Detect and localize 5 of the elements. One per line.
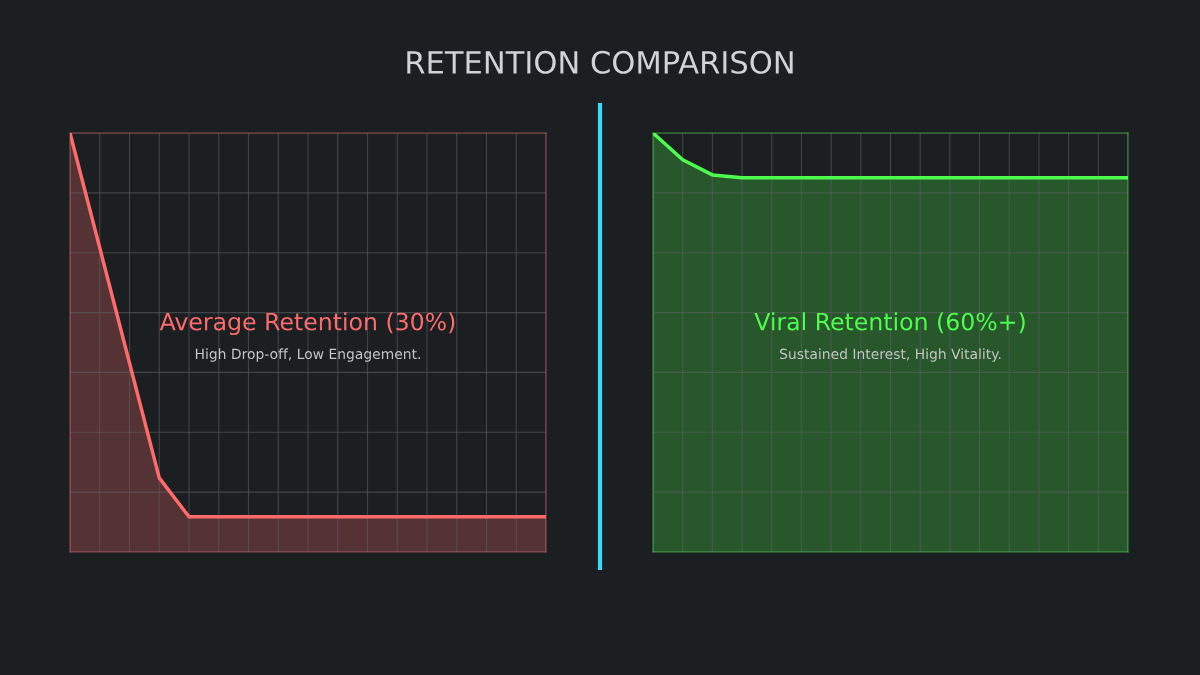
annotation: High Drop-off, Low Engagement. (195, 348, 420, 362)
annotation: Viral Retention (60%+) (754, 312, 1025, 334)
chart-title: RETENTION COMPARISON (407, 50, 793, 74)
annotation: Average Retention (30%) (159, 312, 455, 336)
annotation: Sustained Interest, High Vitality. (780, 348, 1001, 362)
